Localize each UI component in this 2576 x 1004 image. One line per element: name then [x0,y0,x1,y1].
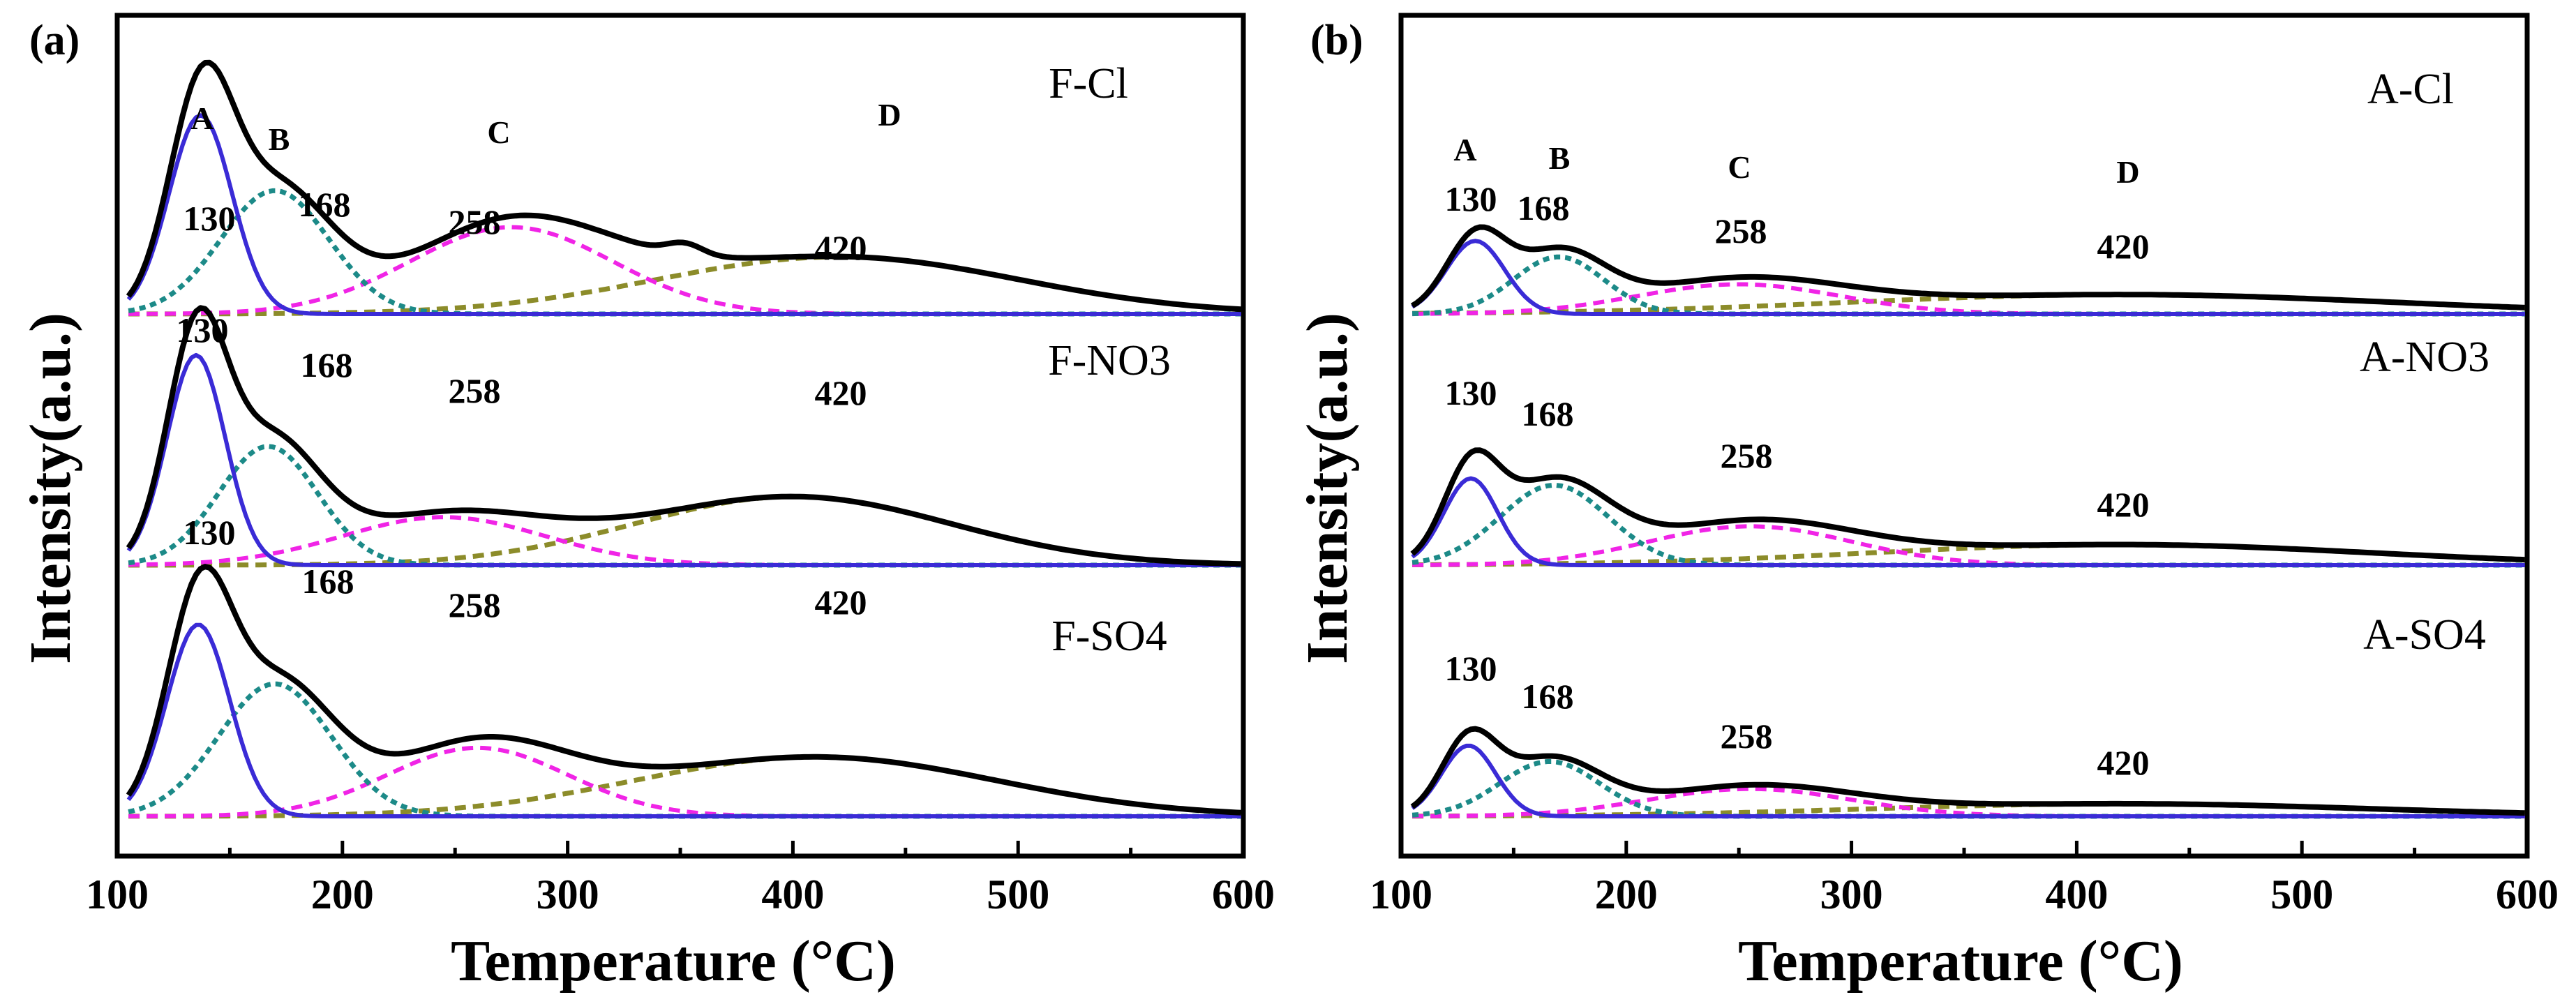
component-C-curve [128,745,1241,818]
x-tick-label: 500 [987,871,1049,917]
component-A-curve [1411,476,2525,567]
panel-b-y-axis-label: Intensity(a.u.) [1295,313,1360,664]
peak-temperature-label: 258 [449,202,501,241]
x-tick-label: 100 [86,871,149,917]
peak-temperature-label: 130 [184,199,236,238]
component-C-curve [128,225,1241,316]
x-tick-label: 300 [1820,871,1883,917]
x-tick-label: 400 [2045,871,2108,917]
x-tick-label: 200 [1595,871,1658,917]
peak-temperature-label: 168 [1522,394,1574,433]
panel-b-x-ticks: 100 200 300 400 500 600 [1370,841,2559,917]
panel-a-label: (a) [29,17,80,64]
panel-a: (a) Intensity(a.u.) Temperature (°C) 100… [18,13,1275,994]
total-envelope-curve [1410,447,2525,563]
panel-a-annotations: 130 168 258 420 A B C D F-Cl 130 168 258 420 F-NO3 130… [177,60,1171,660]
total-envelope-curve [1410,726,2525,816]
peak-temperature-label: 168 [1522,677,1574,716]
x-tick-label: 200 [311,871,374,917]
sample-name-label: A-Cl [2367,66,2454,113]
x-tick-label: 500 [2270,871,2333,917]
peak-temperature-label: 420 [2097,743,2150,782]
component-A-curve [1411,239,2525,316]
peak-temperature-label: 130 [177,310,229,350]
panel-b-annotations: 130 168 258 420 A B C D A-Cl 130 168 258 420 A-NO3 130… [1445,66,2489,782]
total-envelope-curve [126,564,1241,816]
panel-a-x-axis-label: Temperature (°C) [451,929,896,994]
peak-temperature-label: 130 [184,513,236,552]
component-letter-label: D [878,97,901,133]
sample-name-label: F-NO3 [1048,337,1171,384]
x-tick-label: 600 [2496,871,2559,917]
component-letter-label: D [2116,154,2139,190]
x-tick-label: 100 [1370,871,1432,917]
peak-temperature-label: 420 [815,583,867,622]
component-letter-label: C [1728,149,1751,185]
peak-temperature-label: 130 [1445,373,1497,412]
panel-b: (b) Intensity(a.u.) Temperature (°C) 100… [1295,13,2559,994]
x-tick-label: 600 [1212,871,1275,917]
component-C-curve [128,515,1241,567]
peak-temperature-label: 420 [2097,227,2150,266]
component-letter-label: B [1549,140,1571,176]
peak-temperature-label: 258 [449,585,501,624]
sample-name-label: F-Cl [1049,60,1128,107]
component-letter-label: C [487,114,510,150]
sample-name-label: A-NO3 [2360,334,2489,381]
total-envelope-curve [126,59,1242,313]
peak-temperature-label: 420 [2097,485,2150,524]
peak-temperature-label: 258 [1715,211,1767,250]
peak-temperature-label: 130 [1445,179,1497,218]
peak-temperature-label: 168 [301,345,353,384]
panel-a-y-axis-label: Intensity(a.u.) [18,313,83,664]
panel-b-curves [1410,224,2525,819]
peak-temperature-label: 258 [449,371,501,410]
peak-temperature-label: 130 [1445,649,1497,688]
peak-temperature-label: 420 [815,373,867,412]
component-letter-label: B [269,121,290,157]
component-A-curve [1411,743,2525,818]
panel-b-label: (b) [1310,17,1363,64]
peak-temperature-label: 258 [1721,436,1773,475]
component-A-curve [126,352,1241,567]
x-tick-label: 400 [761,871,824,917]
panel-b-x-axis-label: Temperature (°C) [1738,929,2183,994]
sample-name-label: F-SO4 [1051,613,1167,660]
component-A-curve [126,622,1241,818]
peak-temperature-label: 420 [815,228,867,267]
peak-temperature-label: 168 [302,562,354,601]
component-letter-label: A [190,100,214,136]
peak-temperature-label: 168 [299,185,351,224]
component-letter-label: A [1453,132,1476,167]
sample-name-label: A-SO4 [2363,611,2486,659]
panel-a-x-ticks: 100 200 300 400 500 600 [86,841,1275,917]
x-tick-label: 300 [537,871,599,917]
peak-temperature-label: 258 [1721,717,1773,756]
total-envelope-curve [126,305,1241,567]
total-envelope-curve [1410,224,2525,310]
peak-temperature-label: 168 [1518,188,1570,227]
panel-a-curves [126,59,1242,819]
component-A-curve [126,113,1241,316]
